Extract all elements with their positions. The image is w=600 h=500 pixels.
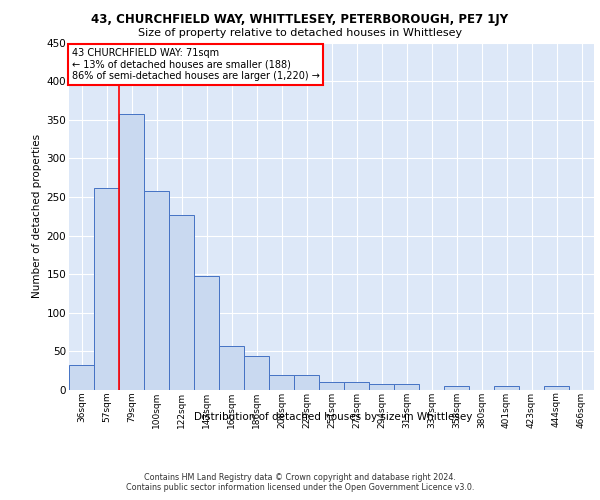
Text: Size of property relative to detached houses in Whittlesey: Size of property relative to detached ho… <box>138 28 462 38</box>
Bar <box>169 216 194 390</box>
Text: 43 CHURCHFIELD WAY: 71sqm
← 13% of detached houses are smaller (188)
86% of semi: 43 CHURCHFIELD WAY: 71sqm ← 13% of detac… <box>71 48 320 81</box>
Text: 43, CHURCHFIELD WAY, WHITTLESEY, PETERBOROUGH, PE7 1JY: 43, CHURCHFIELD WAY, WHITTLESEY, PETERBO… <box>91 12 509 26</box>
Bar <box>219 346 244 390</box>
Text: Distribution of detached houses by size in Whittlesey: Distribution of detached houses by size … <box>194 412 472 422</box>
Bar <box>144 191 169 390</box>
Bar <box>294 376 319 390</box>
Bar <box>319 382 344 390</box>
Text: Contains HM Land Registry data © Crown copyright and database right 2024.
Contai: Contains HM Land Registry data © Crown c… <box>126 472 474 492</box>
Bar <box>244 356 269 390</box>
Bar <box>544 386 569 390</box>
Y-axis label: Number of detached properties: Number of detached properties <box>32 134 43 298</box>
Bar <box>394 384 419 390</box>
Bar <box>69 366 94 390</box>
Bar <box>344 382 369 390</box>
Bar <box>194 276 219 390</box>
Bar <box>94 188 119 390</box>
Bar <box>369 384 394 390</box>
Bar <box>269 376 294 390</box>
Bar <box>494 386 519 390</box>
Bar <box>119 114 144 390</box>
Bar <box>444 386 469 390</box>
